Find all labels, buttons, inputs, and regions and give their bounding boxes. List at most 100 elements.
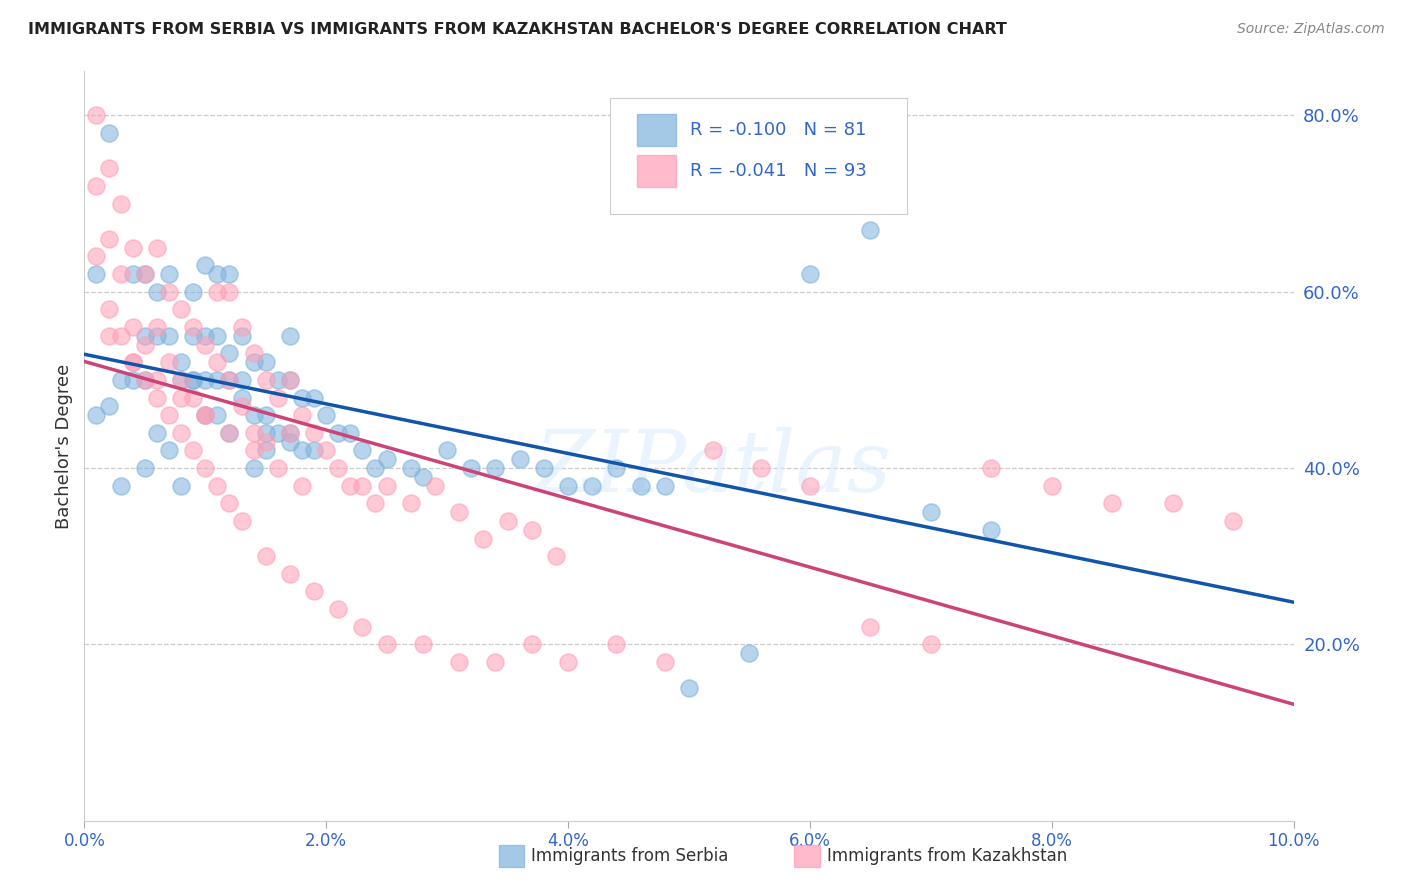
Point [110, 328, 132, 343]
Point [170, 373, 193, 387]
Point [302, 425, 325, 440]
Point [181, 320, 204, 334]
Point [134, 337, 156, 351]
Point [254, 355, 277, 369]
Point [110, 478, 132, 492]
Point [181, 391, 204, 405]
Point [218, 373, 240, 387]
Point [146, 241, 169, 255]
Point [412, 470, 434, 484]
Point [97, 400, 120, 414]
Point [581, 478, 603, 492]
Point [267, 425, 290, 440]
Point [484, 655, 506, 669]
Point [291, 443, 314, 458]
Point [278, 373, 301, 387]
Point [449, 505, 471, 519]
Point [799, 267, 821, 281]
FancyBboxPatch shape [637, 114, 676, 145]
Point [157, 355, 180, 369]
Point [920, 637, 942, 651]
Point [291, 391, 314, 405]
Point [520, 523, 543, 537]
Text: ZIPatlas: ZIPatlas [534, 427, 891, 510]
Point [110, 267, 132, 281]
Point [278, 328, 301, 343]
Point [134, 461, 156, 475]
Point [146, 425, 169, 440]
Point [460, 461, 482, 475]
Text: IMMIGRANTS FROM SERBIA VS IMMIGRANTS FROM KAZAKHSTAN BACHELOR'S DEGREE CORRELATI: IMMIGRANTS FROM SERBIA VS IMMIGRANTS FRO… [28, 22, 1007, 37]
Point [254, 425, 277, 440]
Point [207, 478, 229, 492]
Point [242, 346, 264, 360]
Point [157, 328, 180, 343]
Point [207, 328, 229, 343]
Point [654, 478, 676, 492]
Point [557, 655, 579, 669]
Point [146, 328, 169, 343]
Point [328, 602, 350, 616]
Point [254, 408, 277, 422]
Point [194, 408, 217, 422]
Point [352, 620, 374, 634]
Point [242, 443, 264, 458]
Point [97, 126, 120, 140]
Point [170, 391, 193, 405]
Point [194, 258, 217, 272]
Point [231, 373, 253, 387]
Point [254, 443, 277, 458]
Point [267, 373, 290, 387]
Point [194, 373, 217, 387]
Point [218, 425, 240, 440]
Text: Immigrants from Kazakhstan: Immigrants from Kazakhstan [827, 847, 1067, 865]
Point [605, 461, 627, 475]
Point [194, 408, 217, 422]
Point [399, 461, 422, 475]
Point [352, 478, 374, 492]
Point [267, 461, 290, 475]
Point [654, 655, 676, 669]
Point [121, 373, 143, 387]
Point [157, 267, 180, 281]
Point [242, 461, 264, 475]
Point [751, 461, 773, 475]
Point [231, 400, 253, 414]
Point [110, 196, 132, 211]
Point [218, 373, 240, 387]
Point [254, 549, 277, 564]
Point [157, 443, 180, 458]
Point [146, 320, 169, 334]
Point [181, 443, 204, 458]
Point [302, 584, 325, 599]
Point [328, 461, 350, 475]
FancyBboxPatch shape [610, 97, 907, 214]
Point [97, 302, 120, 317]
Point [146, 373, 169, 387]
Point [86, 108, 108, 122]
Point [520, 637, 543, 651]
Point [146, 391, 169, 405]
Point [121, 320, 143, 334]
Point [291, 408, 314, 422]
Point [110, 373, 132, 387]
Point [218, 285, 240, 299]
Point [134, 373, 156, 387]
Point [328, 425, 350, 440]
Point [134, 328, 156, 343]
Point [278, 434, 301, 449]
Point [449, 655, 471, 669]
Point [170, 478, 193, 492]
Point [254, 434, 277, 449]
Point [980, 461, 1002, 475]
Point [170, 302, 193, 317]
Point [207, 355, 229, 369]
Point [399, 496, 422, 510]
Point [231, 514, 253, 528]
Point [799, 478, 821, 492]
Bar [499, 845, 524, 867]
Point [194, 461, 217, 475]
Point [194, 408, 217, 422]
Point [363, 496, 385, 510]
Point [278, 373, 301, 387]
